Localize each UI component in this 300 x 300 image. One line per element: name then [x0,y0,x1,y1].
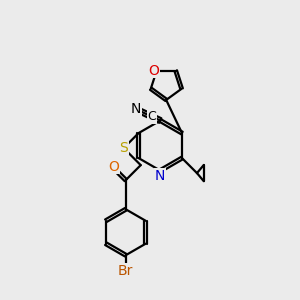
Text: O: O [148,64,159,78]
Text: N: N [131,102,142,116]
Text: O: O [108,160,119,174]
Text: S: S [119,141,128,155]
Text: Br: Br [118,263,134,278]
Text: C: C [147,110,156,123]
Text: N: N [155,169,166,183]
